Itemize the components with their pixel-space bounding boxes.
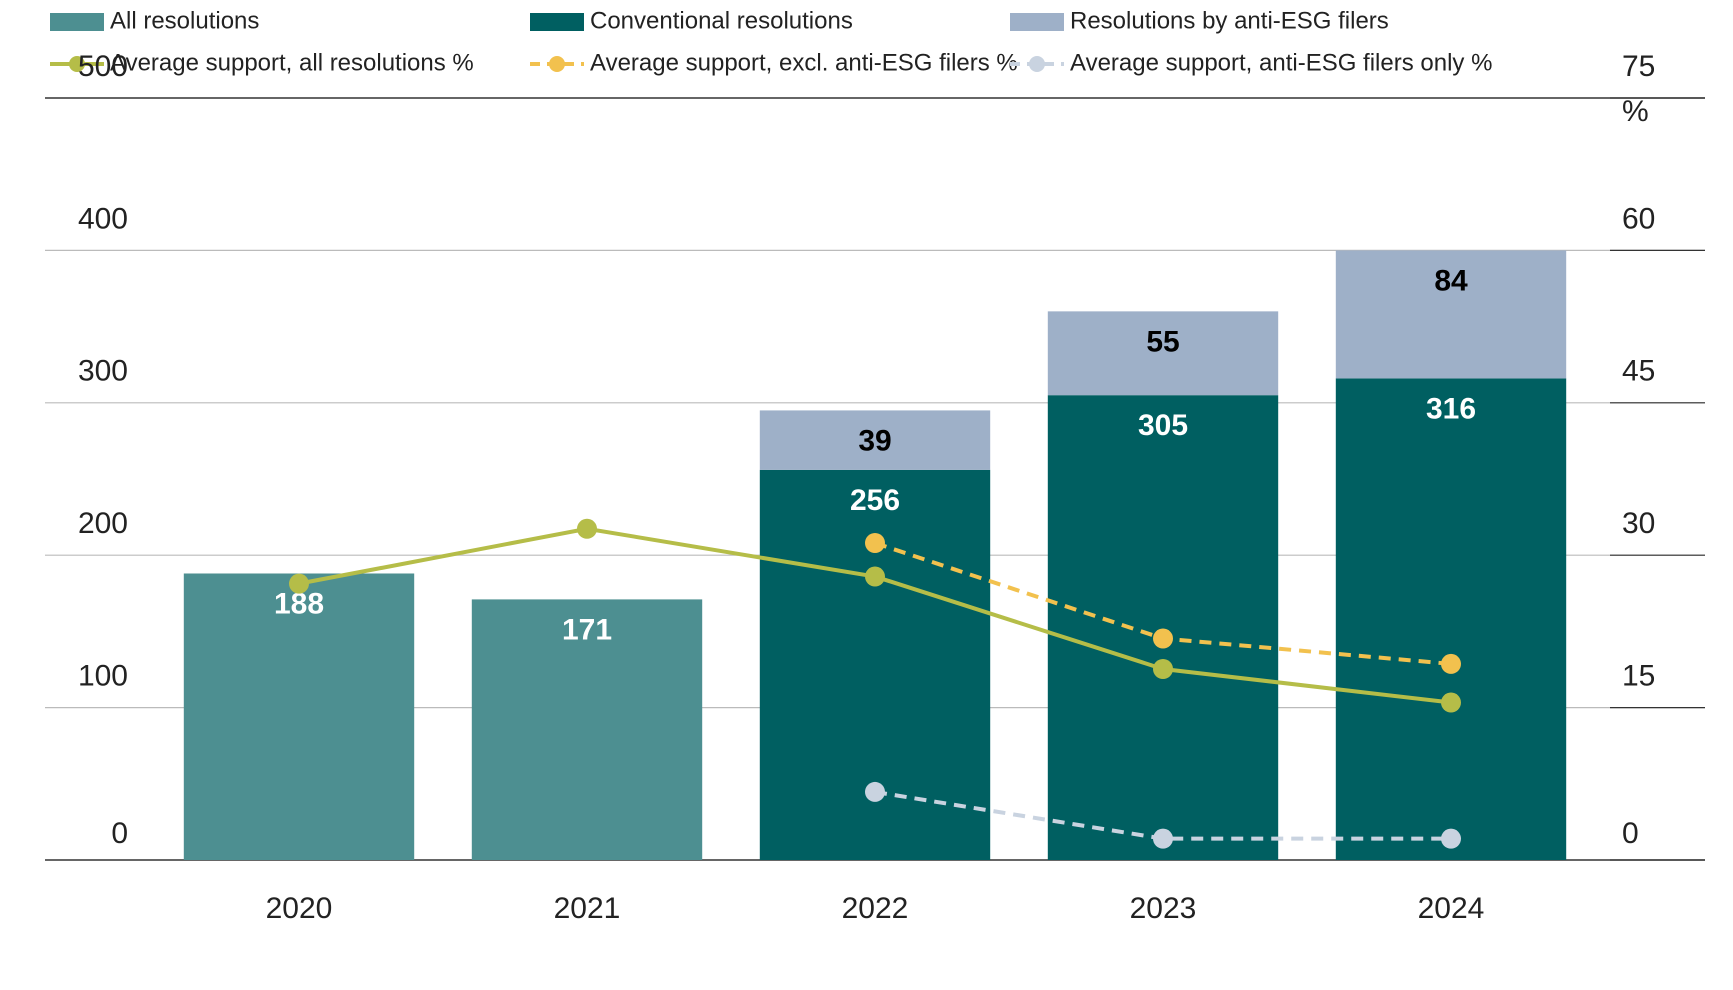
point <box>865 566 885 587</box>
point <box>577 518 597 539</box>
point <box>865 781 885 802</box>
data-label: 171 <box>562 613 612 646</box>
point <box>1153 828 1173 849</box>
legend-marker <box>1029 56 1045 72</box>
point <box>289 573 309 594</box>
legend-swatch <box>50 13 104 31</box>
data-label: 84 <box>1434 264 1468 297</box>
legend-label: Average support, all resolutions % <box>110 49 474 76</box>
y-tick-label: 100 <box>78 660 128 693</box>
x-tick-label: 2024 <box>1418 892 1485 925</box>
y-tick-label: 400 <box>78 202 128 235</box>
data-label: 256 <box>850 484 900 517</box>
x-tick-label: 2021 <box>554 892 621 925</box>
y-tick-label: 200 <box>78 507 128 540</box>
y2-tick-label: 45 <box>1622 355 1655 388</box>
legend-marker <box>549 56 565 72</box>
bar <box>1047 311 1279 396</box>
legend: All resolutions Conventional resolutions R… <box>50 7 1492 76</box>
y-tick-label: 0 <box>111 817 128 850</box>
y-tick-label: 300 <box>78 355 128 388</box>
legend-label: Conventional resolutions <box>590 7 853 34</box>
data-label: 39 <box>858 424 891 457</box>
legend-swatch <box>530 13 584 31</box>
bar <box>1335 250 1567 379</box>
legend-label: Resolutions by anti-ESG filers <box>1070 7 1389 34</box>
point <box>1441 653 1461 674</box>
y2-tick-label: 75 <box>1622 50 1655 83</box>
y2-tick-label: 0 <box>1622 817 1639 850</box>
point <box>865 533 885 554</box>
data-label: 316 <box>1426 392 1476 425</box>
bar <box>1047 395 1279 860</box>
legend-swatch <box>1010 13 1064 31</box>
legend-marker <box>69 56 85 72</box>
bar <box>759 410 991 470</box>
x-tick-label: 2023 <box>1130 892 1197 925</box>
point <box>1153 628 1173 649</box>
legend-label: Average support, anti-ESG filers only % <box>1070 49 1492 76</box>
bar <box>183 573 415 860</box>
y2-unit: % <box>1622 95 1649 128</box>
bar <box>471 599 703 860</box>
point <box>1441 828 1461 849</box>
point <box>1441 692 1461 713</box>
legend-label: Average support, excl. anti-ESG filers % <box>590 49 1018 76</box>
point <box>1153 658 1173 679</box>
legend-label: All resolutions <box>110 7 259 34</box>
x-tick-label: 2022 <box>842 892 909 925</box>
y2-tick-label: 30 <box>1622 507 1655 540</box>
data-label: 55 <box>1146 325 1179 358</box>
y-tick-label: 500 <box>78 50 128 83</box>
x-tick-label: 2020 <box>266 892 333 925</box>
y2-tick-label: 15 <box>1622 660 1655 693</box>
y2-tick-label: 60 <box>1622 202 1655 235</box>
bar <box>1335 378 1567 860</box>
data-label: 305 <box>1138 409 1188 442</box>
